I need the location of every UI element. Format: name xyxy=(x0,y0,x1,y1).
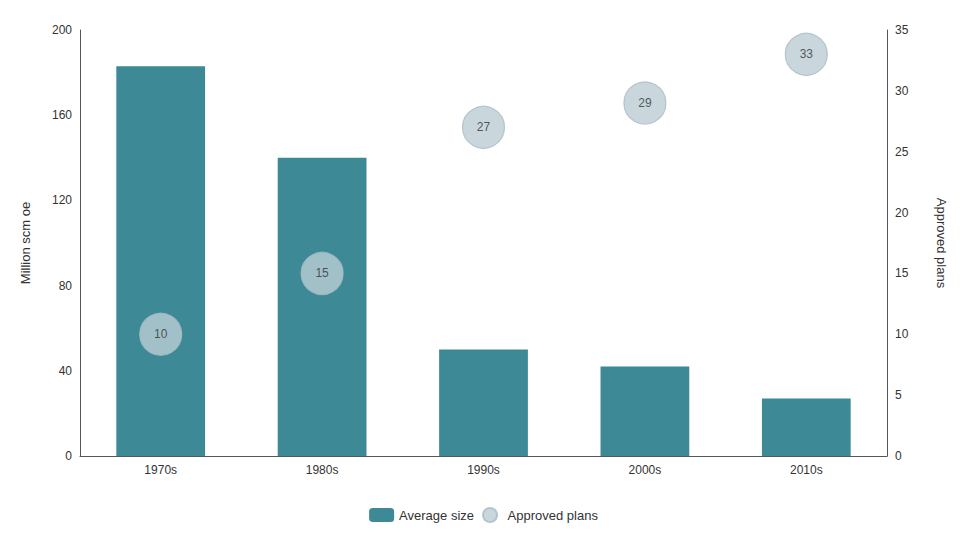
svg-text:27: 27 xyxy=(477,120,491,134)
svg-text:25: 25 xyxy=(895,145,909,159)
svg-text:Million scm oe: Million scm oe xyxy=(18,202,33,284)
svg-text:Approved plans: Approved plans xyxy=(508,508,599,523)
svg-text:120: 120 xyxy=(52,193,72,207)
svg-text:29: 29 xyxy=(638,96,652,110)
svg-text:10: 10 xyxy=(895,327,909,341)
svg-text:15: 15 xyxy=(315,266,329,280)
svg-text:1990s: 1990s xyxy=(467,463,500,477)
svg-text:20: 20 xyxy=(895,206,909,220)
svg-text:80: 80 xyxy=(59,279,73,293)
svg-text:2000s: 2000s xyxy=(629,463,662,477)
svg-text:35: 35 xyxy=(895,23,909,37)
svg-text:2010s: 2010s xyxy=(790,463,823,477)
svg-text:30: 30 xyxy=(895,84,909,98)
svg-text:15: 15 xyxy=(895,266,909,280)
svg-text:160: 160 xyxy=(52,108,72,122)
svg-text:5: 5 xyxy=(895,388,902,402)
svg-text:1980s: 1980s xyxy=(306,463,339,477)
svg-text:10: 10 xyxy=(154,327,168,341)
svg-text:33: 33 xyxy=(800,47,814,61)
svg-text:Approved plans: Approved plans xyxy=(934,198,949,289)
svg-text:200: 200 xyxy=(52,23,72,37)
svg-text:0: 0 xyxy=(895,449,902,463)
svg-text:1970s: 1970s xyxy=(144,463,177,477)
svg-text:Average size: Average size xyxy=(399,508,474,523)
svg-text:0: 0 xyxy=(65,449,72,463)
svg-text:40: 40 xyxy=(59,364,73,378)
